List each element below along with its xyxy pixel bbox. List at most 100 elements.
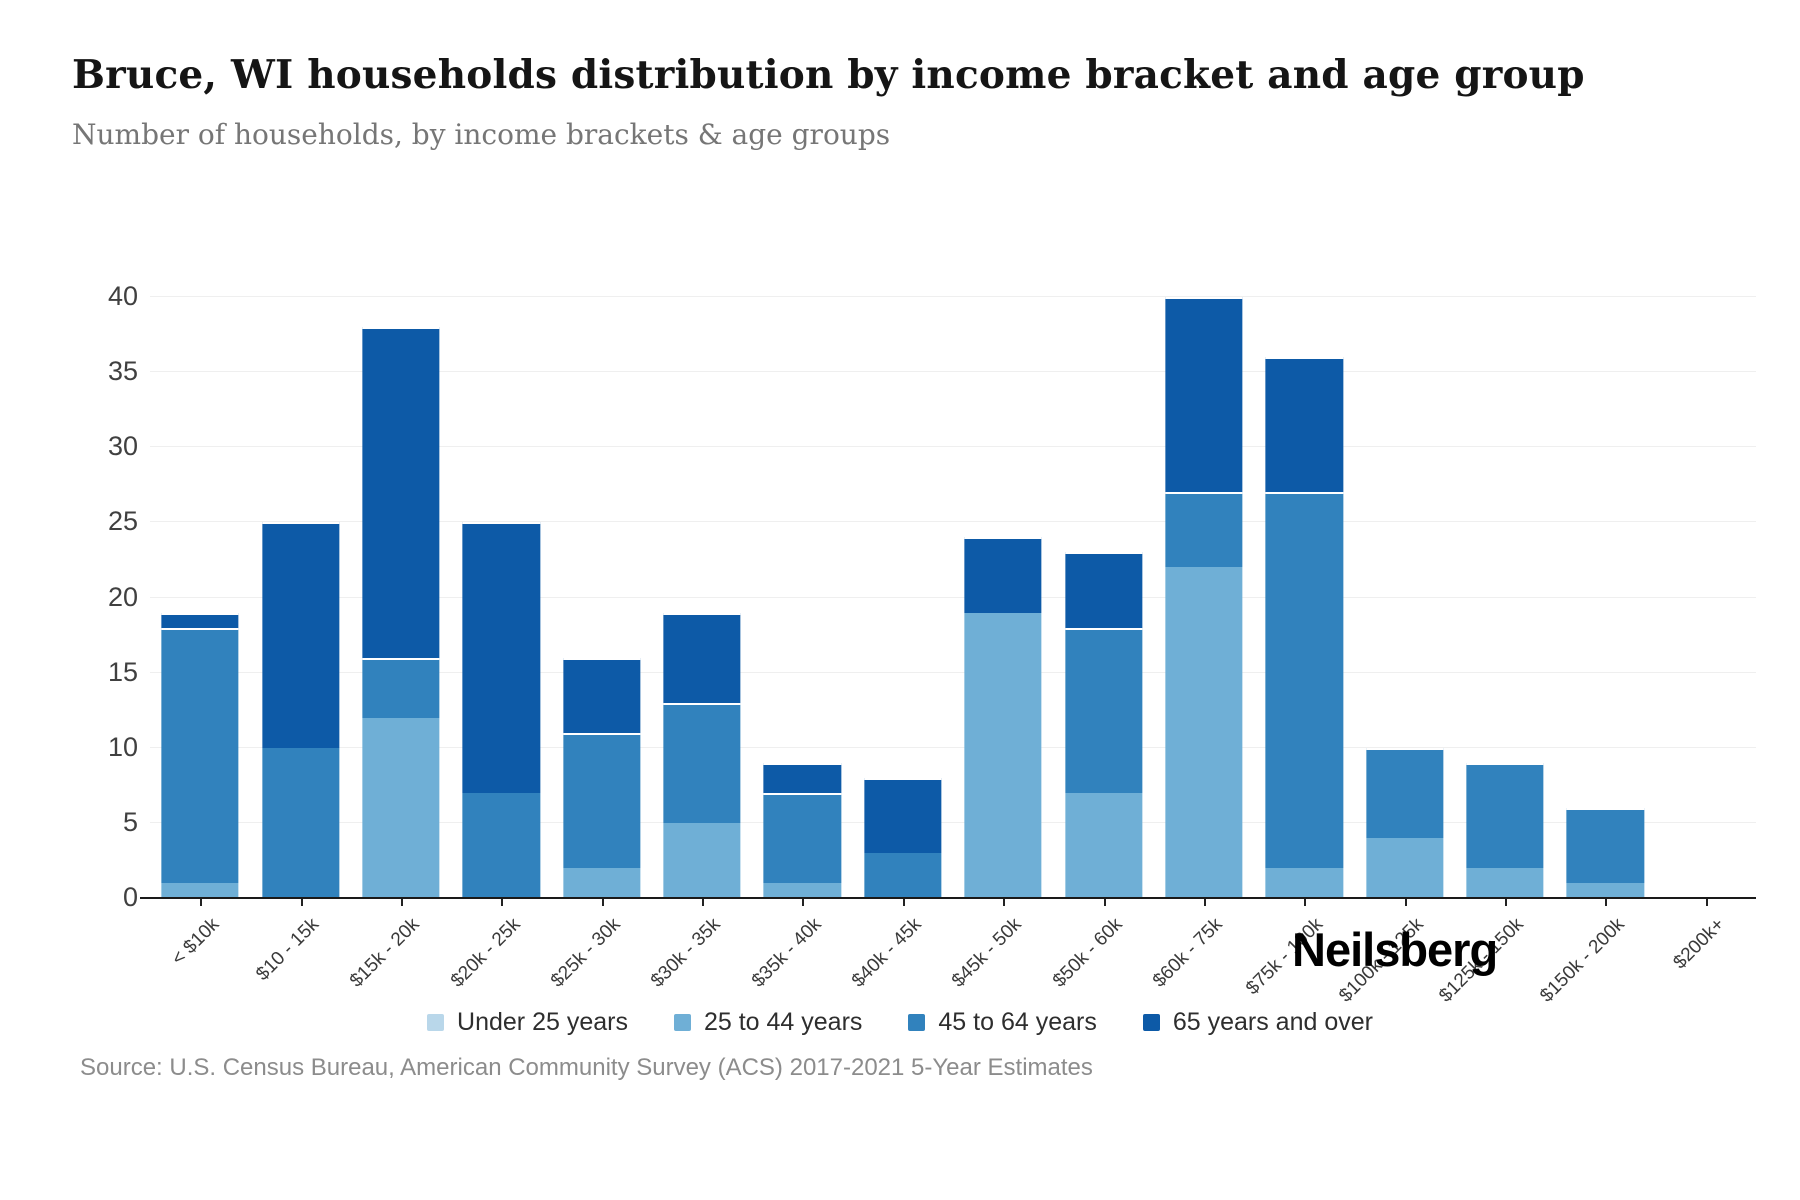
bar-segment-65-years-and-over[interactable] xyxy=(261,522,340,748)
x-axis-tick xyxy=(1505,899,1508,906)
bar-segment-65-years-and-over[interactable] xyxy=(964,537,1042,613)
bar-segment-25-to-44-years[interactable] xyxy=(1566,882,1645,898)
bar-segment-25-to-44-years[interactable] xyxy=(362,717,440,898)
gridline xyxy=(150,671,1756,673)
bar-stack-$40k - 45k xyxy=(864,777,942,898)
bar-stack-< $10k xyxy=(161,612,239,898)
bar-segment-65-years-and-over[interactable] xyxy=(763,762,842,793)
bar-segment-45-to-64-years[interactable] xyxy=(261,747,340,898)
bar-slot: $25k - 30k xyxy=(547,297,652,992)
x-axis-label: $10 - 15k xyxy=(252,914,324,985)
bar-slot: $15k - 20k xyxy=(346,297,451,992)
bar-segment-45-to-64-years[interactable] xyxy=(864,852,942,898)
x-axis-label: $15k - 20k xyxy=(346,914,424,992)
bar-stack-$45k - 50k xyxy=(964,537,1042,898)
x-axis-tick xyxy=(802,899,805,906)
bar-slot: $10 - 15k xyxy=(250,297,350,985)
y-axis-label: 40 xyxy=(107,281,138,311)
bar-slot: $40k - 45k xyxy=(848,297,953,992)
bar-segment-45-to-64-years[interactable] xyxy=(1566,807,1645,883)
gridline xyxy=(150,296,1756,297)
y-axis-label: 35 xyxy=(107,356,138,387)
bar-slot: $50k - 60k xyxy=(1049,297,1153,992)
x-axis-tick xyxy=(1103,899,1106,906)
gridline xyxy=(150,446,1756,448)
bar-stack-$50k - 60k xyxy=(1064,552,1143,898)
bar-segment-25-to-44-years[interactable] xyxy=(1366,837,1444,898)
bars-row: < $10k $10 - 15k $15k - 20k $20k - 25k $25k … xyxy=(150,297,1756,1007)
x-axis-tick xyxy=(702,899,705,906)
x-axis-label: $45k - 50k xyxy=(948,914,1027,992)
bar-stack-$100k - 125k xyxy=(1366,747,1444,898)
bar-segment-25-to-44-years[interactable] xyxy=(1064,792,1143,898)
x-axis-tick xyxy=(1404,899,1407,906)
bar-segment-45-to-64-years[interactable] xyxy=(663,702,741,823)
legend-item-25-to-44-years[interactable]: 25 to 44 years xyxy=(673,1008,862,1037)
bar-segment-65-years-and-over[interactable] xyxy=(362,327,440,658)
x-axis-label: $40k - 45k xyxy=(848,914,926,992)
legend-item-under-25-years[interactable]: Under 25 years xyxy=(427,1008,628,1037)
bar-segment-45-to-64-years[interactable] xyxy=(1165,492,1243,568)
bar-slot: $35k - 40k xyxy=(748,297,852,992)
bar-segment-25-to-44-years[interactable] xyxy=(1466,867,1544,898)
bar-segment-25-to-44-years[interactable] xyxy=(964,612,1042,898)
legend-swatch-icon xyxy=(427,1014,445,1031)
bar-stack-$30k - 35k xyxy=(663,612,741,898)
bar-segment-65-years-and-over[interactable] xyxy=(1265,357,1343,493)
bar-segment-25-to-44-years[interactable] xyxy=(663,822,741,898)
bar-slot: $45k - 50k xyxy=(948,297,1053,992)
bar-segment-45-to-64-years[interactable] xyxy=(1366,747,1444,838)
x-axis-tick xyxy=(1705,899,1708,906)
bar-segment-45-to-64-years[interactable] xyxy=(1265,492,1343,868)
bar-slot: $125k - 150k xyxy=(1435,297,1555,1007)
bar-segment-45-to-64-years[interactable] xyxy=(362,657,440,718)
bar-segment-65-years-and-over[interactable] xyxy=(161,612,239,628)
bar-segment-25-to-44-years[interactable] xyxy=(161,882,239,898)
legend-item-45-to-64-years[interactable]: 45 to 64 years xyxy=(908,1008,1097,1037)
gridline xyxy=(150,371,1756,373)
gridline xyxy=(150,746,1756,748)
bar-segment-65-years-and-over[interactable] xyxy=(1064,552,1143,628)
bar-stack-$15k - 20k xyxy=(362,327,440,898)
bar-segment-45-to-64-years[interactable] xyxy=(1064,627,1143,793)
brand-logo: Neilsberg xyxy=(1292,923,1498,976)
bar-segment-45-to-64-years[interactable] xyxy=(161,627,239,883)
bar-segment-25-to-44-years[interactable] xyxy=(1165,567,1243,898)
bar-segment-25-to-44-years[interactable] xyxy=(763,882,842,898)
bar-segment-65-years-and-over[interactable] xyxy=(1165,297,1243,493)
legend-swatch-icon xyxy=(908,1014,926,1031)
bar-segment-65-years-and-over[interactable] xyxy=(663,612,741,703)
y-axis-label: 0 xyxy=(122,882,138,912)
bar-segment-65-years-and-over[interactable] xyxy=(462,522,540,793)
x-axis-label: $20k - 25k xyxy=(446,914,525,992)
legend-label: Under 25 years xyxy=(457,1008,628,1036)
x-axis-tick xyxy=(1003,899,1006,906)
bar-segment-25-to-44-years[interactable] xyxy=(1265,867,1343,898)
bar-segment-45-to-64-years[interactable] xyxy=(763,792,842,883)
y-axis-label: 30 xyxy=(107,431,138,462)
bar-segment-45-to-64-years[interactable] xyxy=(563,732,641,868)
bar-segment-45-to-64-years[interactable] xyxy=(1466,762,1544,868)
legend: Under 25 years 25 to 44 years 45 to 64 yea… xyxy=(0,1008,1800,1037)
x-axis-label: $200k+ xyxy=(1669,914,1729,974)
bar-segment-65-years-and-over[interactable] xyxy=(563,657,641,733)
plot-area: < $10k $10 - 15k $15k - 20k $20k - 25k $25k … xyxy=(140,296,1756,1007)
bar-stack-$125k - 150k xyxy=(1466,762,1544,898)
legend-swatch-icon xyxy=(1142,1014,1160,1031)
gridline xyxy=(150,821,1756,823)
gridline xyxy=(150,596,1756,598)
x-axis-tick xyxy=(1605,899,1608,906)
x-axis-label: $60k - 75k xyxy=(1149,914,1227,992)
bar-segment-65-years-and-over[interactable] xyxy=(864,777,942,853)
legend-item-65-years-and-over[interactable]: 65 years and over xyxy=(1142,1008,1373,1037)
bar-segment-25-to-44-years[interactable] xyxy=(563,867,641,898)
bar-segment-45-to-64-years[interactable] xyxy=(462,792,540,898)
x-axis-label: $35k - 40k xyxy=(747,914,826,992)
y-axis-label: 15 xyxy=(107,656,138,687)
bar-stack-$25k - 30k xyxy=(563,657,641,898)
bar-slot: $200k+ xyxy=(1656,297,1756,973)
x-axis-tick xyxy=(400,899,403,906)
bar-slot: < $10k xyxy=(150,297,250,970)
bar-stack-$20k - 25k xyxy=(462,522,540,898)
x-axis-tick xyxy=(200,899,203,906)
